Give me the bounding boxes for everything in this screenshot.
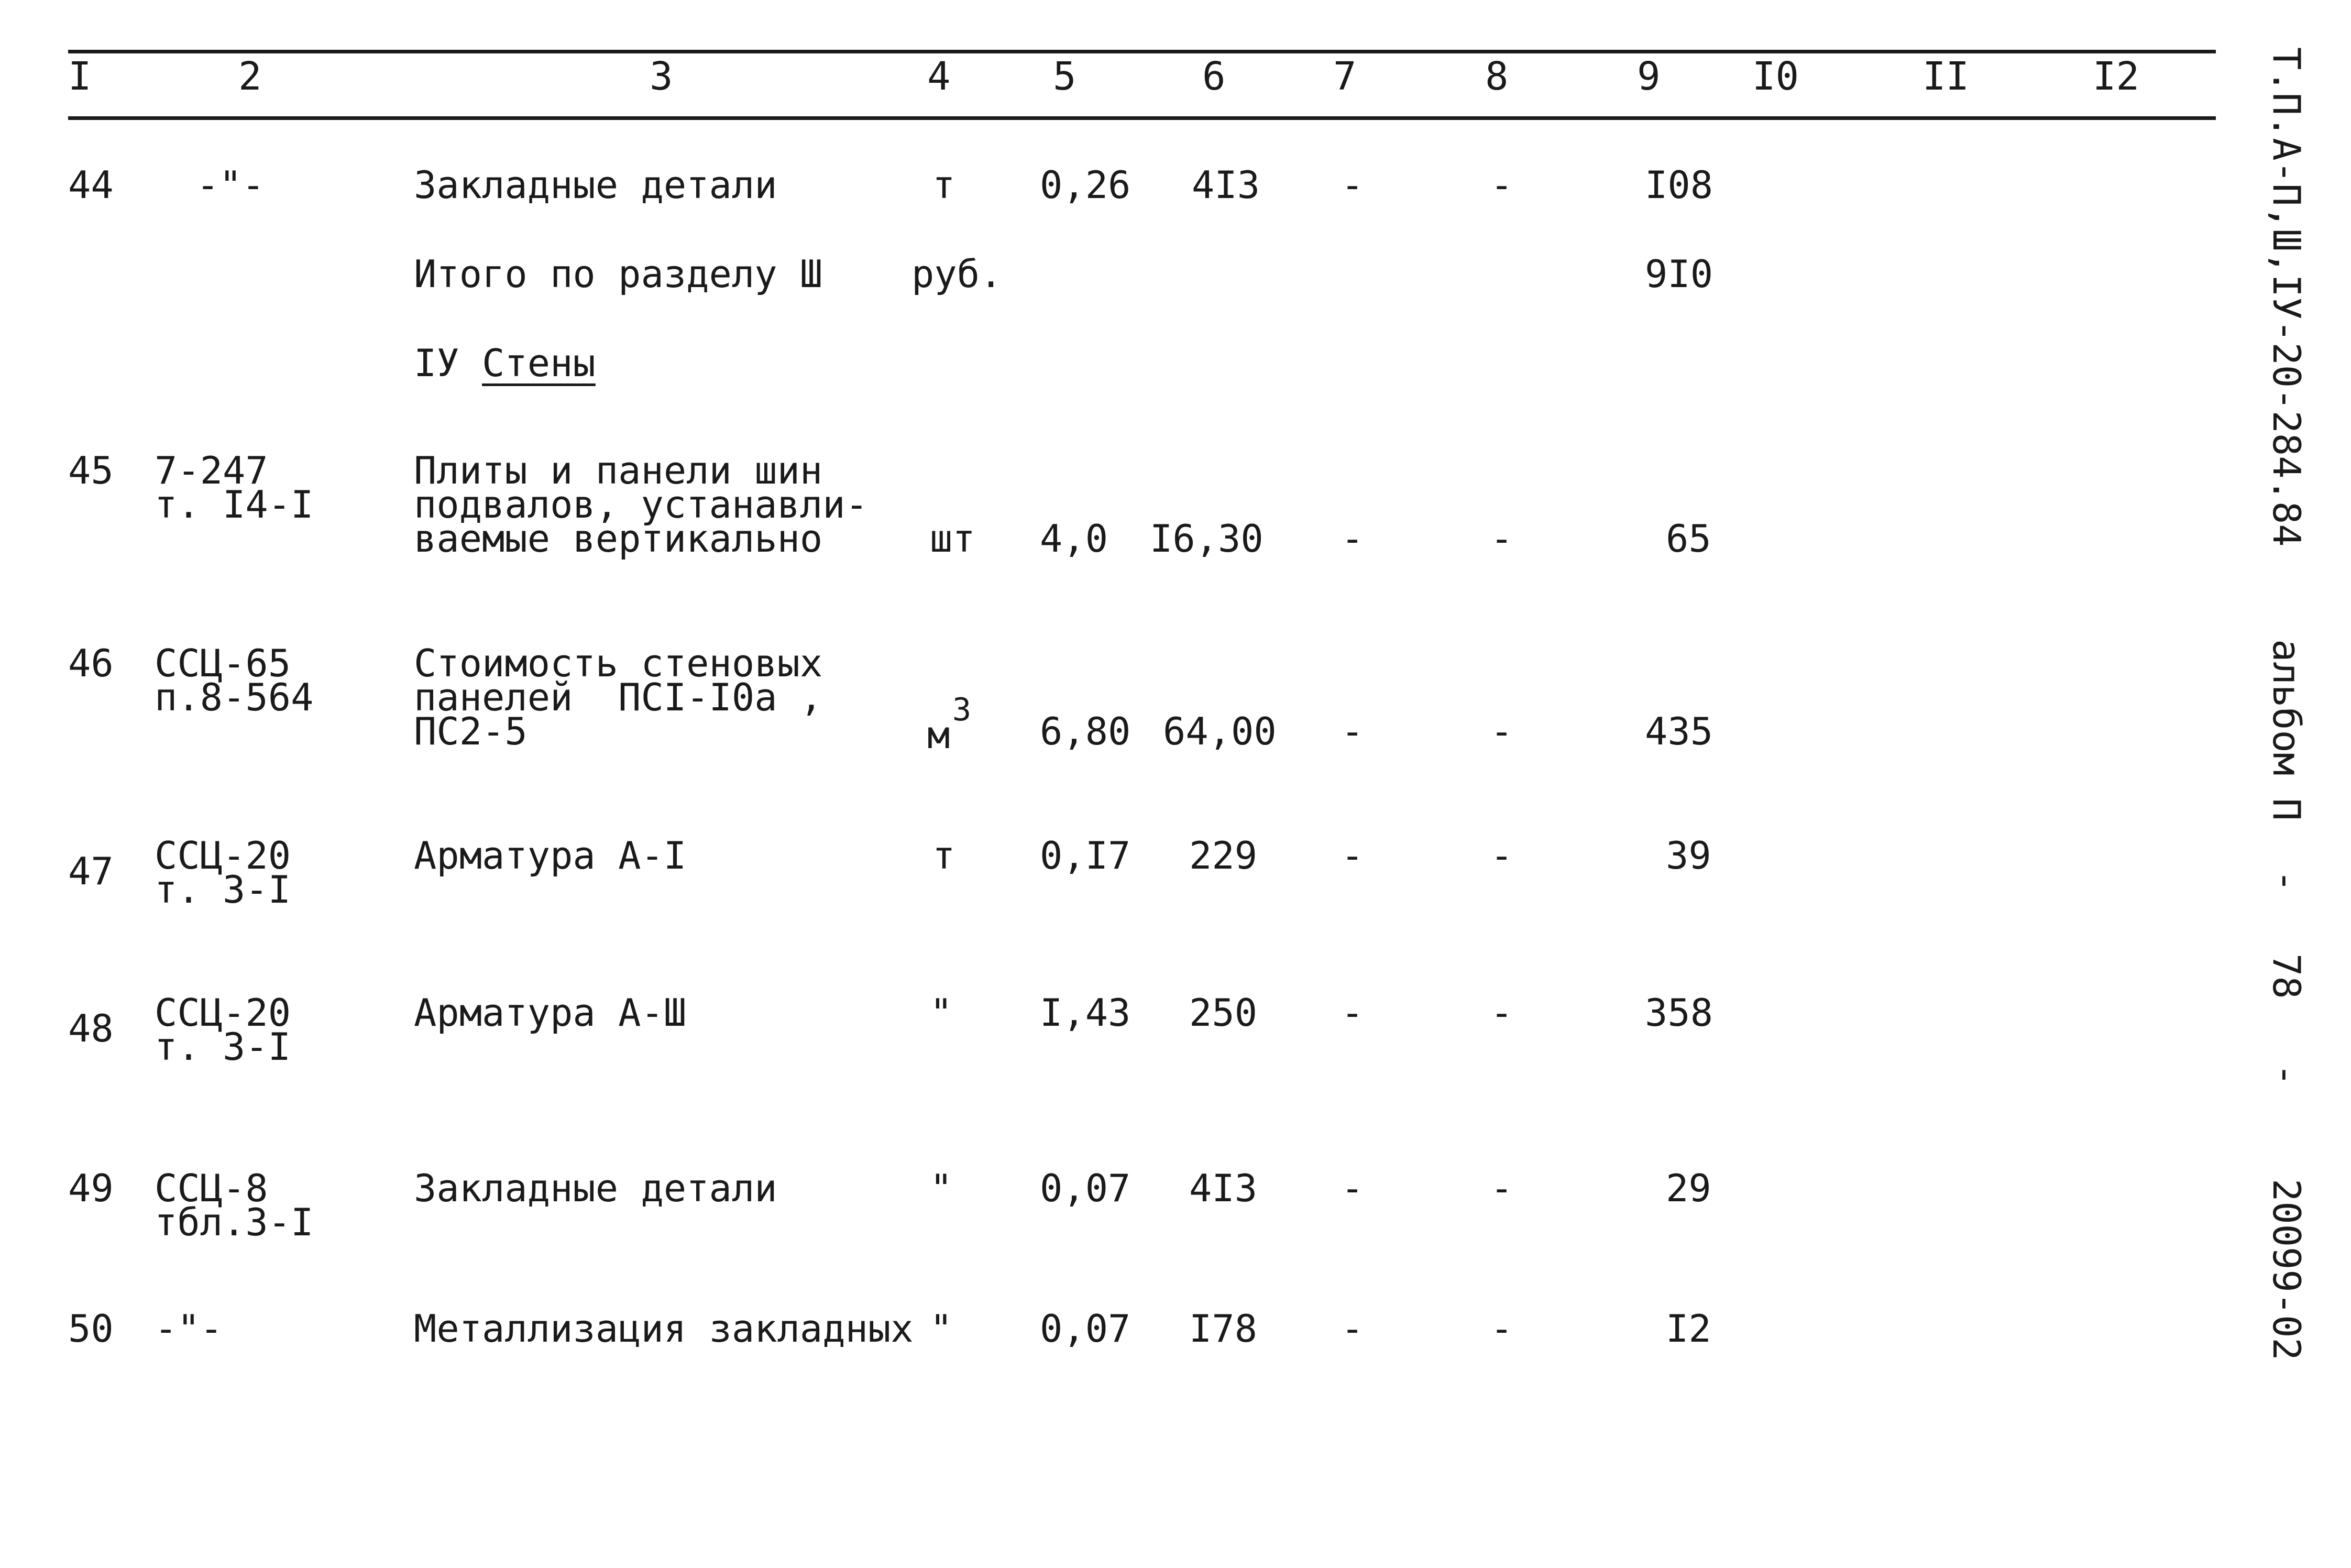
column-header-6: 6 (1202, 54, 1226, 99)
table-row-col6: 229 (1189, 834, 1258, 878)
section-total-unit: руб. (911, 252, 1003, 296)
table-row-col6: 4I3 (1192, 163, 1260, 207)
table-row-code: 7-247 (155, 448, 268, 492)
table-row-unit: " (930, 1166, 953, 1210)
header-bottom-rule (68, 116, 2216, 120)
table-row-col9: I2 (1666, 1307, 1711, 1351)
table-row-col6: 4I3 (1189, 1166, 1258, 1210)
table-row-code: -"- (196, 163, 265, 207)
table-row-num: 49 (68, 1166, 114, 1210)
table-row-num: 50 (68, 1307, 114, 1351)
table-row-code: ССЦ-20 (155, 834, 291, 878)
table-row-col8: - (1490, 709, 1513, 753)
table-row-code-ref: тбл.3-I (155, 1200, 314, 1244)
table-row-col7: - (1341, 1307, 1364, 1351)
table-row-name: Закладные детали (414, 1166, 777, 1210)
table-row-code-ref: т. I4-I (155, 483, 314, 527)
table-row-name: Плиты и панели шин (414, 448, 823, 492)
table-row-name: ПС2-5 (414, 709, 528, 753)
table-row-code-ref: т. 3-I (155, 868, 291, 912)
column-header-2: 2 (238, 54, 262, 99)
table-row-col8: - (1490, 834, 1513, 878)
table-row-col5: 4,0 (1040, 517, 1108, 561)
table-row-col7: - (1341, 991, 1364, 1035)
section-title: Стены (482, 341, 596, 385)
table-row-col7: - (1341, 834, 1364, 878)
table-row-col5: 0,I7 (1040, 834, 1131, 878)
table-row-name: панелей ПСI-I0а , (414, 675, 823, 719)
table-row-code: ССЦ-20 (155, 991, 291, 1035)
table-row-col7: - (1341, 1166, 1364, 1210)
table-row-unit: м (927, 713, 950, 757)
section-number: IУ (414, 341, 459, 385)
table-row-col5: 0,26 (1040, 163, 1131, 207)
table-row-col6: I78 (1189, 1307, 1258, 1351)
table-row-name: Стоимость стеновых (414, 641, 823, 685)
table-row-col9: 39 (1666, 834, 1711, 878)
table-row-col6: 250 (1189, 991, 1258, 1035)
table-row-name: ваемые вертикально (414, 517, 823, 561)
column-header-10: I0 (1752, 54, 1799, 99)
table-row-col9: 358 (1645, 991, 1713, 1035)
table-row-col7: - (1341, 163, 1364, 207)
column-header-4: 4 (927, 54, 951, 99)
section-heading: IУ Стены (414, 344, 596, 382)
table-row-unit: " (930, 991, 953, 1035)
table-row-col6: 64,00 (1163, 709, 1277, 753)
table-row-num: 47 (68, 849, 114, 893)
table-row-name: подвалов, устанавли- (414, 483, 868, 527)
table-row-code: ССЦ-8 (155, 1166, 268, 1210)
table-row-unit-superscript: 3 (952, 692, 972, 728)
table-row-code-ref: п.8-564 (155, 675, 314, 719)
table-row-col8: - (1490, 517, 1513, 561)
table-row-code: -"- (155, 1307, 223, 1351)
section-total-value: 9I0 (1645, 252, 1713, 296)
table-row-col7: - (1341, 517, 1364, 561)
side-dash-2: - (2265, 1063, 2309, 1087)
side-dash-1: - (2265, 870, 2309, 893)
table-row-unit: шт (930, 517, 975, 561)
table-row-col5: 6,80 (1040, 709, 1131, 753)
column-header-8: 8 (1485, 54, 1509, 99)
table-row-code: ССЦ-65 (155, 641, 291, 685)
table-row-col9: I08 (1645, 163, 1713, 207)
side-album-label: альбом П (2265, 639, 2309, 821)
column-header-7: 7 (1333, 54, 1357, 99)
table-row-num: 46 (68, 641, 114, 685)
table-row-col5: I,43 (1040, 991, 1131, 1035)
table-row-col5: 0,07 (1040, 1307, 1131, 1351)
table-row-col8: - (1490, 163, 1513, 207)
table-row-col9: 65 (1666, 517, 1711, 561)
header-top-rule (68, 50, 2216, 53)
column-header-1: I (68, 54, 92, 99)
side-page-number: 78 (2265, 953, 2309, 999)
table-row-col6: I6,30 (1150, 517, 1264, 561)
table-row-name: Металлизация закладных (414, 1307, 914, 1351)
table-row-col8: - (1490, 1166, 1513, 1210)
table-row-col5: 0,07 (1040, 1166, 1131, 1210)
table-row-col7: - (1341, 709, 1364, 753)
table-row-name: Арматура А-Ш (414, 991, 687, 1035)
section-total-label: Итого по разделу Ш (414, 252, 823, 296)
table-row-col8: - (1490, 991, 1513, 1035)
column-header-11: II (1922, 54, 1970, 99)
column-header-5: 5 (1053, 54, 1076, 99)
table-row-col9: 435 (1645, 709, 1713, 753)
table-row-name: Закладные детали (414, 163, 777, 207)
table-row-code-ref: т. 3-I (155, 1025, 291, 1069)
column-header-3: 3 (650, 54, 673, 99)
table-row-num: 44 (68, 163, 114, 207)
table-row-col9: 29 (1666, 1166, 1711, 1210)
column-header-9: 9 (1637, 54, 1661, 99)
side-sheet-number: 20099-02 (2265, 1179, 2309, 1361)
table-row-col8: - (1490, 1307, 1513, 1351)
table-row-num: 45 (68, 448, 114, 492)
column-header-12: I2 (2093, 54, 2140, 99)
table-row-name: Арматура А-I (414, 834, 687, 878)
table-row-unit: " (930, 1307, 953, 1351)
table-row-unit: т (932, 834, 955, 878)
table-row-num: 48 (68, 1006, 114, 1050)
side-document-code: Т.П.А-П,Ш,IУ-20-284.84 (2265, 47, 2309, 547)
table-row-unit: т (932, 163, 955, 207)
